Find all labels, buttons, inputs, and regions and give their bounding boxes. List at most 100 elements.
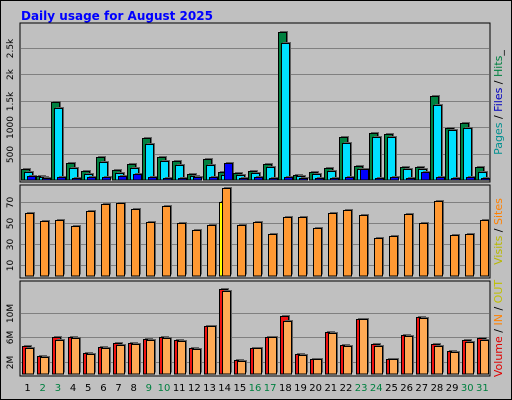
bar-pages-day-1 — [27, 176, 36, 181]
bar-pages-day-30 — [466, 177, 475, 181]
bar-in-day-27 — [419, 318, 428, 375]
bar-in-day-20 — [313, 359, 322, 375]
bar-pages-day-15 — [239, 178, 248, 181]
bar-sites-day-28 — [434, 201, 443, 277]
bar-files-day-3 — [54, 108, 63, 181]
y-tick-label: 70 — [6, 197, 16, 209]
bar-files-day-28 — [433, 105, 442, 181]
bar-shadow — [271, 177, 279, 179]
chart-panels: 500 1000 1.5k 2k 2.5k Pages / Files / Hits_ 10… — [6, 22, 505, 378]
bar-sites-day-3 — [55, 220, 64, 277]
bar-in-day-18 — [283, 321, 292, 375]
bar-shadow — [332, 177, 340, 179]
bar-shadow — [317, 177, 325, 179]
bar-in-day-14 — [222, 291, 231, 375]
y-tick-label: 2.5k — [6, 38, 16, 58]
bar-in-day-3 — [55, 340, 64, 375]
chart-title: Daily usage for August 2025 — [21, 9, 213, 23]
bar-sites-day-18 — [283, 217, 292, 277]
bar-in-day-8 — [131, 344, 140, 375]
bar-sites-day-20 — [313, 228, 322, 277]
y-tick-label: 2M — [6, 356, 16, 370]
bar-sites-day-23 — [359, 215, 368, 277]
bar-in-day-12 — [192, 349, 201, 375]
bar-pages-day-27 — [421, 172, 430, 181]
bar-pages-day-14 — [224, 163, 233, 181]
bar-pages-day-18 — [284, 177, 293, 181]
bar-sites-day-8 — [131, 209, 140, 277]
y-tick-label: 10 — [6, 260, 16, 272]
bar-in-day-23 — [359, 319, 368, 375]
bar-pages-day-31 — [481, 178, 490, 181]
y-tick-label: 1000 — [6, 116, 16, 139]
bar-in-day-29 — [450, 352, 459, 375]
y-tick-label: 30 — [6, 239, 16, 251]
bar-sites-day-26 — [404, 214, 413, 277]
bar-pages-day-26 — [406, 178, 415, 181]
bar-in-day-17 — [268, 337, 277, 375]
bar-files-day-30 — [463, 128, 472, 181]
panel-volume: 2M 6M 10M Volume / IN / OUT — [6, 280, 505, 378]
legend-entry: OUT — [492, 280, 505, 304]
legend-entry: Files — [492, 87, 505, 111]
panel-legend: Pages / Files / Hits_ — [492, 50, 505, 155]
day-label-5: 5 — [85, 383, 91, 394]
bar-files-day-25 — [387, 137, 396, 181]
y-tick-label: 500 — [6, 146, 16, 163]
panel-legend: Volume / IN / OUT — [492, 280, 505, 378]
bar-pages-day-17 — [269, 178, 278, 181]
day-label-22: 22 — [340, 383, 353, 394]
day-labels: 1 2 3 4 5 6 7 8 9 10 11 12 13 14 15 16 17 18 19 20 21 22 23 24 2… — [24, 383, 488, 394]
bar-in-day-25 — [389, 359, 398, 375]
day-label-18: 18 — [279, 383, 292, 394]
bar-pages-day-24 — [375, 178, 384, 181]
bar-in-day-2 — [40, 357, 49, 375]
bar-sites-day-5 — [86, 211, 95, 277]
bar-sites-day-13 — [207, 225, 216, 277]
bar-pages-day-23 — [360, 169, 369, 181]
day-label-10: 10 — [158, 383, 171, 394]
bar-sites-day-7 — [116, 203, 125, 277]
bar-sites-day-15 — [237, 225, 246, 277]
y-tick-label: 10M — [6, 304, 16, 323]
day-label-28: 28 — [431, 383, 444, 394]
bar-in-day-30 — [465, 342, 474, 375]
bar-in-day-16 — [253, 348, 262, 375]
bar-in-day-5 — [86, 354, 95, 375]
legend-entry: Hits — [492, 55, 505, 77]
bar-in-day-7 — [116, 345, 125, 375]
day-label-29: 29 — [446, 383, 459, 394]
bar-pages-day-2 — [42, 178, 51, 181]
bar-pages-day-4 — [72, 178, 81, 181]
bar-sites-day-24 — [374, 238, 383, 277]
y-tick-label: 1.5k — [6, 91, 16, 111]
bar-sites-day-11 — [177, 223, 186, 277]
day-label-27: 27 — [415, 383, 428, 394]
legend-entry: _ — [492, 50, 505, 57]
bar-pages-day-7 — [118, 176, 127, 181]
bar-pages-day-16 — [254, 177, 263, 181]
bar-pages-day-28 — [436, 177, 445, 181]
bar-pages-day-29 — [451, 178, 460, 181]
day-label-23: 23 — [355, 383, 368, 394]
bar-pages-day-25 — [390, 177, 399, 181]
day-label-20: 20 — [309, 383, 322, 394]
bar-in-day-4 — [71, 338, 80, 375]
bar-sites-day-30 — [465, 234, 474, 277]
day-label-4: 4 — [70, 383, 76, 394]
panel-visits-sites: 10 30 50 70 Visits / Sites — [6, 184, 505, 279]
bar-shadow — [301, 177, 309, 179]
day-label-21: 21 — [324, 383, 337, 394]
y-tick-label: 2k — [6, 68, 16, 80]
bar-in-day-21 — [328, 333, 337, 375]
bar-pages-day-22 — [345, 177, 354, 181]
bar-shadow — [241, 177, 249, 179]
bar-pages-day-11 — [178, 178, 187, 181]
day-label-9: 9 — [146, 383, 152, 394]
bar-sites-day-25 — [389, 236, 398, 277]
bar-in-day-26 — [404, 336, 413, 375]
bar-sites-day-14 — [222, 188, 231, 277]
bar-shadow — [44, 177, 52, 179]
y-tick-label: 50 — [6, 218, 16, 230]
day-label-31: 31 — [476, 383, 489, 394]
